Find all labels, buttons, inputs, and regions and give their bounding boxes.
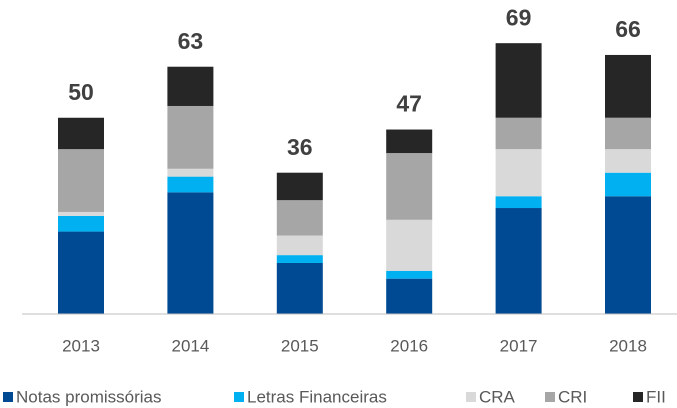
bar-segment	[605, 172, 651, 197]
bar-segment	[495, 196, 542, 209]
bar-segment	[58, 231, 104, 314]
total-label: 69	[506, 4, 532, 30]
total-label: 66	[615, 16, 641, 42]
bar-segment	[386, 219, 433, 271]
legend-label: CRI	[558, 387, 587, 406]
bar-segment	[495, 43, 542, 118]
bar-segment	[167, 192, 214, 314]
bar-segment	[276, 255, 323, 263]
bar-segment	[605, 117, 651, 150]
bar-segment	[495, 149, 542, 197]
total-label: 63	[178, 28, 204, 54]
bar-segment	[495, 208, 542, 314]
bar-segment	[605, 54, 651, 118]
bar-segment	[276, 172, 323, 201]
legend-swatch	[633, 392, 643, 402]
bar-segment	[58, 149, 104, 212]
bar-segment	[167, 176, 214, 193]
bar-segment	[386, 129, 433, 154]
legend-label: Notas promissórias	[16, 387, 162, 406]
total-label: 50	[68, 79, 94, 105]
x-tick-label: 2017	[500, 336, 538, 355]
bar-segment	[167, 105, 214, 169]
bar-segment	[386, 153, 433, 220]
total-label: 36	[287, 134, 313, 160]
legend-swatch	[3, 392, 13, 402]
legend-swatch	[545, 392, 555, 402]
total-label: 47	[396, 91, 422, 117]
bar-segment	[276, 262, 323, 314]
x-tick-label: 2013	[62, 336, 100, 355]
bar-segment	[605, 149, 651, 173]
bar-segment	[276, 200, 323, 236]
bar-segment	[167, 66, 214, 106]
legend-label: CRA	[479, 387, 516, 406]
x-tick-label: 2018	[609, 336, 647, 355]
legend-swatch	[234, 392, 244, 402]
x-tick-label: 2015	[281, 336, 319, 355]
bar-segment	[58, 117, 104, 150]
bar-segment	[495, 117, 542, 150]
bar-segment	[386, 278, 433, 314]
bar-segment	[58, 211, 104, 216]
bar-segment	[58, 215, 104, 232]
x-tick-label: 2016	[390, 336, 428, 355]
legend-label: Letras Financeiras	[247, 387, 387, 406]
bar-segment	[167, 168, 214, 177]
bar-segment	[276, 235, 323, 256]
bar-segment	[605, 196, 651, 314]
legend-swatch	[466, 392, 476, 402]
legend-label: FII	[646, 387, 666, 406]
x-tick-label: 2014	[171, 336, 209, 355]
bar-segment	[386, 270, 433, 279]
